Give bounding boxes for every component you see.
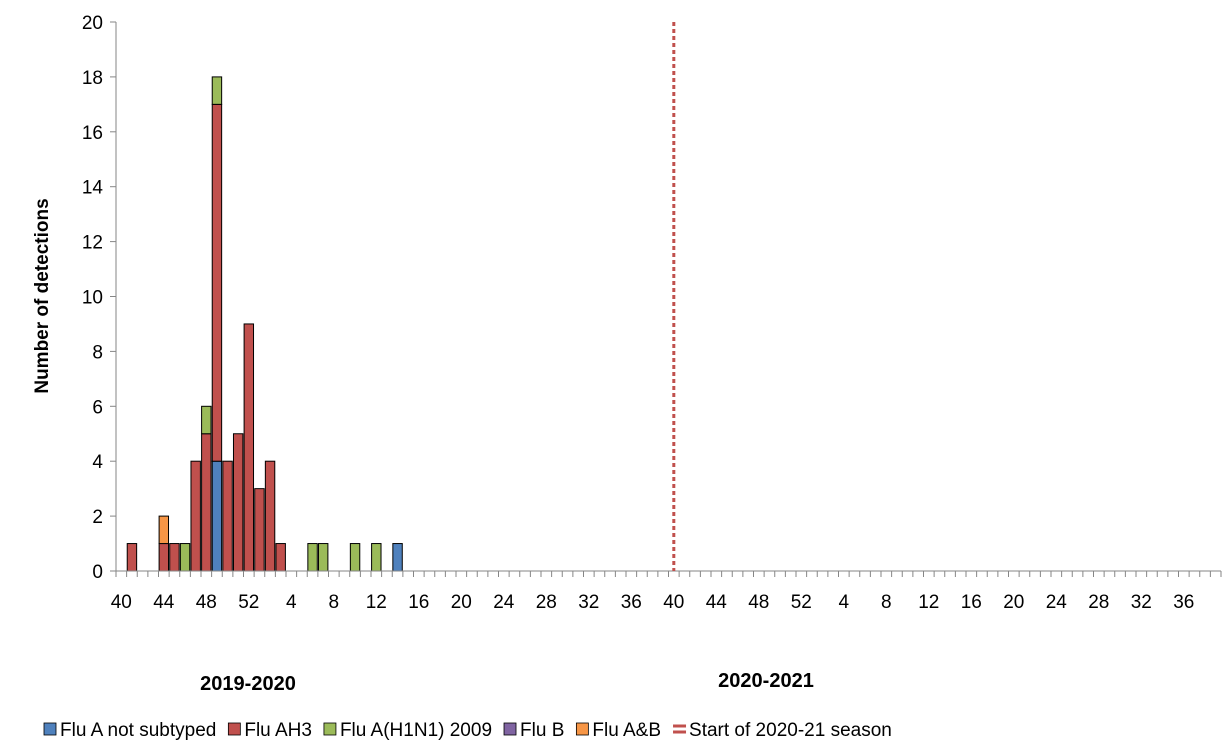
y-tick-label: 2 [92,507,103,528]
x-tick-label: 16 [408,592,429,613]
x-tick-label: 20 [1003,592,1024,613]
x-tick-label: 12 [366,592,387,613]
y-axis-label: Number of detections [32,198,53,393]
x-tick-label: 32 [1131,592,1152,613]
bar-flu-a-b-2019-44 [158,515,170,545]
bar-flu-ah3-2019-48 [201,433,212,572]
bar-flu-a-h1n1-2009-2019-46 [179,543,191,572]
bar-flu-ah3-2019-51 [232,433,244,572]
legend-swatch-flu-a-not-subtyped [43,722,57,736]
bar-flu-ah3-2019-45 [169,543,180,572]
x-tick-label: 20 [451,592,472,613]
legend-label-flu-ah3: Flu AH3 [244,720,312,741]
bar-flu-ah3-2020-1 [254,488,265,572]
bar-flu-a-not-subtyped-2020-14 [392,543,403,572]
bar-flu-a-h1n1-2009-2020-12 [371,543,382,572]
x-tick-label: 16 [961,592,982,613]
x-tick-label: 32 [578,592,599,613]
bars-layer [126,76,403,572]
bar-flu-a-h1n1-2009-2020-7 [317,543,329,572]
x-tick-label: 36 [621,592,642,613]
legend-label-start-of-2020-21-season: Start of 2020-21 season [689,720,892,741]
x-tick-label: 48 [748,592,769,613]
x-tick-label: 44 [153,592,175,613]
bar-flu-ah3-2020-3 [275,543,286,572]
y-tick-label: 8 [92,342,103,363]
x-tick-label: 36 [1173,592,1194,613]
x-tick-label: 52 [238,592,259,613]
y-tick-label: 16 [82,123,103,144]
y-tick-label: 10 [82,288,103,309]
x-tick-label: 48 [196,592,217,613]
x-tick-label: 4 [286,592,297,613]
bar-flu-a-h1n1-2009-2020-10 [349,543,361,572]
legend-swatch-flu-b [503,722,517,736]
bar-flu-a-h1n1-2009-2020-6 [307,543,318,572]
legend-label-flu-a-h1n1-2009: Flu A(H1N1) 2009 [340,720,492,741]
bar-flu-ah3-2020-2 [264,460,276,572]
y-tick-label: 20 [82,13,103,34]
legend: Flu A not subtyped Flu AH3 Flu A(H1N1) 200… [43,720,892,741]
x-tick-label: 44 [706,592,728,613]
y-tick-label: 18 [82,68,103,89]
bar-flu-a-h1n1-2009-2019-49 [211,76,223,105]
bar-flu-ah3-2019-41 [126,543,138,572]
y-tick-label: 0 [92,562,103,583]
y-tick-label: 12 [82,233,103,254]
x-tick-label: 52 [791,592,812,613]
legend-swatch-flu-a-h1n1-2009 [323,722,337,736]
y-tick-label: 14 [82,178,104,199]
bar-flu-a-not-subtyped-2019-49 [211,460,223,572]
legend-label-flu-b: Flu B [520,720,564,741]
x-tick-label: 28 [536,592,557,613]
y-ticks: 0 2 4 6 8 10 12 14 16 18 20 [82,13,116,583]
x-tick-label: 8 [881,592,892,613]
season-label-2019-2020: 2019-2020 [200,673,296,695]
x-tick-label: 28 [1088,592,1109,613]
axes-layer [115,22,1221,572]
legend-label-flu-a-not-subtyped: Flu A not subtyped [60,720,216,741]
x-ticks: 40 44 48 52 4 8 12 16 20 24 28 32 36 40 44 48 52 4 8 12 16 20… [111,571,1222,613]
y-tick-label: 4 [92,452,103,473]
x-tick-label: 24 [493,592,515,613]
x-tick-label: 8 [329,592,340,613]
x-tick-label: 40 [111,592,132,613]
x-tick-label: 40 [663,592,684,613]
x-tick-label: 24 [1046,592,1068,613]
legend-swatch-flu-ah3 [227,722,241,736]
legend-swatch-flu-a-b [575,722,589,736]
legend-label-flu-a-b: Flu A&B [592,720,661,741]
x-tick-label: 4 [839,592,850,613]
bar-flu-ah3-2019-44 [158,543,170,572]
bar-flu-ah3-2019-52 [243,323,255,572]
bar-flu-ah3-2019-50 [222,460,233,572]
x-tick-label: 12 [918,592,939,613]
bar-flu-a-h1n1-2009-2019-48 [201,405,212,435]
y-tick-label: 6 [92,397,103,418]
season-label-2020-2021: 2020-2021 [718,670,814,692]
bar-flu-ah3-2019-49 [211,103,223,462]
bar-flu-ah3-2019-47 [190,460,201,572]
